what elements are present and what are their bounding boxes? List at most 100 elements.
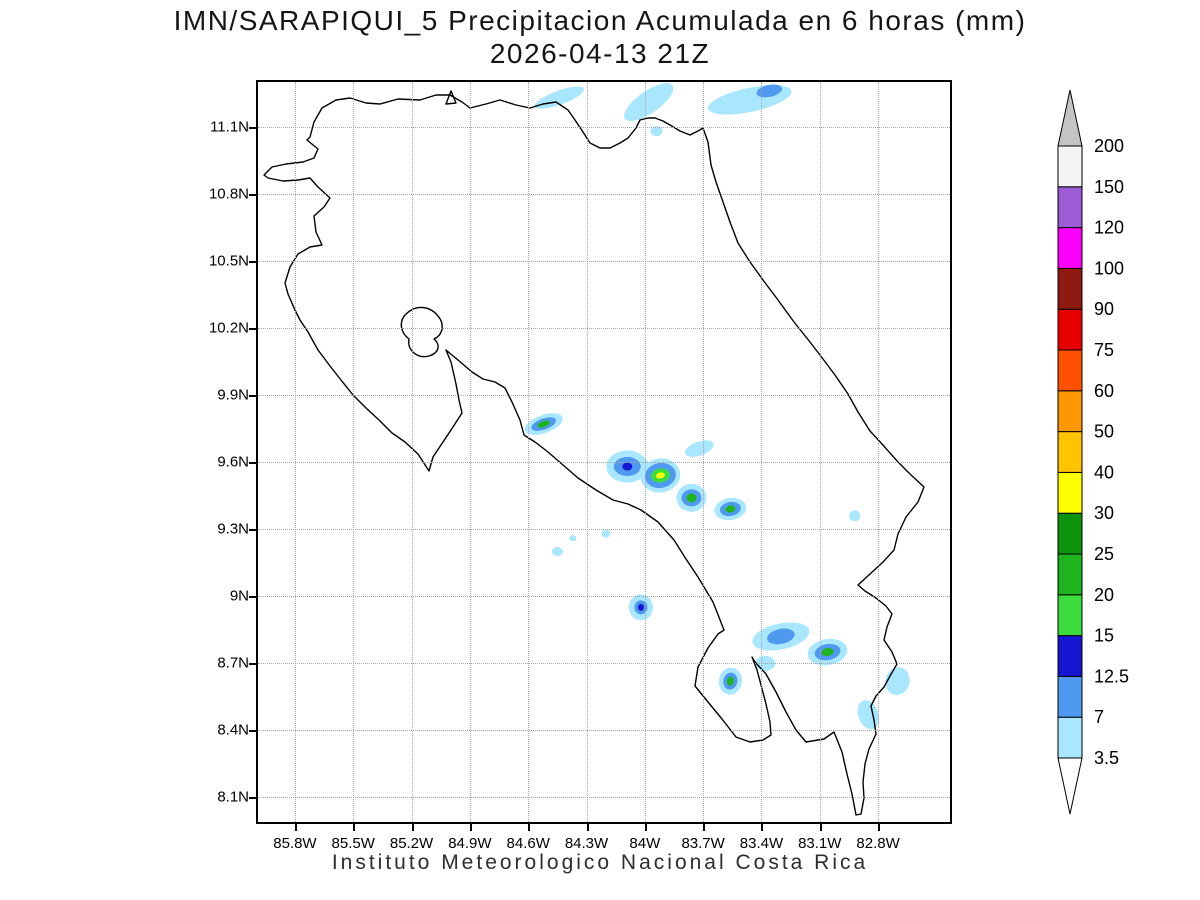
gridline-horizontal [258, 327, 950, 329]
colorbar-segment [1057, 471, 1083, 514]
precip-cell-ring [849, 510, 861, 522]
y-axis-tick-label: 8.1N [217, 788, 249, 806]
colorbar-arrow-under [1057, 757, 1083, 815]
y-axis-tick [249, 462, 256, 465]
colorbar-segment [1057, 716, 1083, 759]
x-axis-tick [878, 824, 881, 831]
precip-cell-ring [686, 493, 697, 503]
x-axis-tick [761, 824, 764, 831]
colorbar-segment [1057, 186, 1083, 229]
y-axis-tick-label: 9N [229, 587, 249, 605]
gridline-vertical [819, 82, 821, 822]
colorbar-label: 25 [1094, 544, 1114, 564]
colorbar-label: 12.5 [1094, 666, 1129, 686]
colorbar-segment [1057, 635, 1083, 677]
y-axis-tick [249, 663, 256, 666]
colorbar-label: 15 [1094, 626, 1114, 646]
x-axis-tick-label: 84W [629, 835, 661, 852]
y-axis-tick-label: 10.2N [208, 319, 249, 337]
precip-cell-ring [821, 648, 834, 657]
gridline-horizontal [258, 529, 950, 531]
colorbar-label: 7 [1094, 707, 1104, 727]
y-axis-tick-label: 9.3N [217, 520, 249, 538]
precip-cell-ring [637, 603, 644, 611]
colorbar-segment [1057, 227, 1083, 269]
x-axis-tick [586, 824, 589, 831]
colorbar-segment [1057, 675, 1083, 718]
colorbar-segment [1057, 308, 1083, 351]
colorbar-label: 120 [1094, 218, 1124, 238]
y-axis-tick-label: 8.7N [217, 654, 249, 672]
y-axis-tick-label: 9.9N [217, 386, 249, 404]
y-axis-tick-label: 10.8N [208, 185, 249, 203]
colorbar-segment [1057, 594, 1083, 637]
colorbar-segment [1057, 553, 1083, 596]
gridline-horizontal [258, 596, 950, 598]
gridline-horizontal [258, 663, 950, 665]
chart-title: IMN/SARAPIQUI_5 Precipitacion Acumulada … [173, 5, 1027, 36]
colorbar-segment [1057, 512, 1083, 555]
precip-cell-ring [650, 126, 663, 137]
gridline-horizontal [258, 193, 950, 195]
gridline-vertical [761, 82, 763, 822]
y-axis-tick-label: 8.4N [217, 721, 249, 739]
precip-cell-ring [655, 472, 665, 479]
precip-cell-ring [569, 535, 577, 542]
gridline-horizontal [258, 797, 950, 799]
gridline-horizontal [258, 462, 950, 464]
x-axis-tick [528, 824, 531, 831]
colorbar-arrow-over [1057, 89, 1083, 147]
precip-cell-ring [534, 86, 584, 109]
x-axis-tick-label: 83.7W [681, 835, 725, 852]
gridline-vertical [644, 82, 646, 822]
colorbar-label: 30 [1094, 503, 1114, 523]
x-axis-tick-label: 83.4W [739, 835, 784, 852]
y-axis-tick [249, 193, 256, 196]
y-axis-tick [249, 260, 256, 263]
gridline-vertical [878, 82, 880, 822]
y-axis-tick [249, 596, 256, 599]
precip-cell-ring [537, 420, 550, 428]
costa-rica-coastline [263, 90, 925, 816]
precip-cell-ring [622, 462, 633, 471]
gridline-horizontal [258, 260, 950, 262]
precip-cell-ring [551, 546, 563, 556]
colorbar-label: 20 [1094, 585, 1114, 605]
colorbar-segment [1057, 145, 1083, 188]
x-axis-tick-label: 85.5W [331, 835, 375, 852]
gridline-vertical [703, 82, 705, 822]
x-axis-tick [411, 824, 414, 831]
x-axis-tick-label: 84.6W [506, 835, 550, 852]
gridline-vertical [586, 82, 588, 822]
caption: Instituto Meteorologico Nacional Costa R… [331, 851, 869, 874]
x-axis-tick-label: 84.3W [564, 835, 609, 852]
x-axis-tick-label: 85.2W [389, 835, 434, 852]
map-layer [263, 83, 925, 816]
y-axis-tick [249, 730, 256, 733]
chart-subtitle: 2026-04-13 21Z [489, 38, 711, 69]
colorbar-label: 200 [1094, 136, 1124, 156]
x-axis-tick [353, 824, 356, 831]
colorbar-label: 3.5 [1094, 748, 1119, 768]
y-axis-tick-label: 9.6N [217, 453, 249, 471]
colorbar-label: 50 [1094, 422, 1114, 442]
x-axis-tick-label: 82.8W [856, 835, 900, 852]
x-axis-tick-label: 83.1W [798, 835, 842, 852]
y-axis-tick-label: 10.5N [208, 252, 249, 270]
x-axis-tick-label: 85.8W [273, 835, 317, 852]
colorbar: 200 150 120 100 90 75 60 50 40 30 25 20 15 12.5 7 3.5 [1056, 88, 1200, 828]
x-axis-tick [644, 824, 647, 831]
gridline-vertical [469, 82, 471, 822]
colorbar-label: 100 [1094, 258, 1124, 278]
y-axis-tick-label: 11.1N [210, 118, 249, 136]
colorbar-label: 75 [1094, 340, 1114, 360]
x-axis-tick [819, 824, 822, 831]
y-axis-tick [249, 529, 256, 532]
precip-cell-ring [767, 628, 795, 645]
gridline-horizontal [258, 394, 950, 396]
colorbar-segment [1057, 390, 1083, 433]
precip-cell-ring [726, 676, 734, 686]
precipitation-shading [524, 83, 910, 730]
x-axis-tick [294, 824, 297, 831]
